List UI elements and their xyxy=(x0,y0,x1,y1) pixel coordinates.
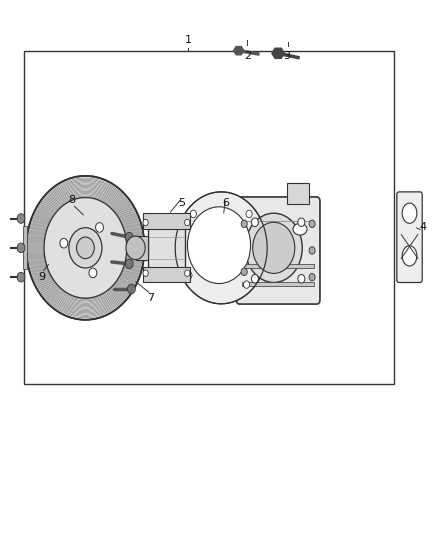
Ellipse shape xyxy=(402,203,417,223)
Circle shape xyxy=(309,247,315,254)
Bar xyxy=(242,264,314,268)
Bar xyxy=(23,226,27,269)
Circle shape xyxy=(175,192,267,304)
Circle shape xyxy=(125,232,133,242)
Circle shape xyxy=(127,284,135,294)
Circle shape xyxy=(95,223,103,232)
Text: 7: 7 xyxy=(148,294,155,303)
Circle shape xyxy=(26,176,145,320)
Circle shape xyxy=(143,220,148,225)
Bar xyxy=(143,266,190,282)
Circle shape xyxy=(125,259,133,269)
Polygon shape xyxy=(233,46,244,55)
Circle shape xyxy=(246,210,252,217)
Circle shape xyxy=(309,273,315,281)
Circle shape xyxy=(253,222,295,273)
Text: 9: 9 xyxy=(38,272,45,282)
Circle shape xyxy=(89,268,97,278)
Circle shape xyxy=(143,270,148,276)
Circle shape xyxy=(241,220,247,228)
Circle shape xyxy=(69,228,102,268)
Circle shape xyxy=(44,197,127,298)
Circle shape xyxy=(251,274,258,283)
Circle shape xyxy=(309,220,315,228)
Circle shape xyxy=(185,220,190,225)
Bar xyxy=(242,282,314,287)
Circle shape xyxy=(245,213,302,282)
Circle shape xyxy=(17,243,25,253)
Bar xyxy=(287,182,309,204)
Text: 5: 5 xyxy=(178,198,185,207)
Bar xyxy=(24,51,394,384)
Bar xyxy=(136,236,148,260)
Text: 1: 1 xyxy=(185,35,192,45)
Circle shape xyxy=(241,268,247,276)
Circle shape xyxy=(244,281,250,288)
Bar xyxy=(148,216,185,280)
Bar xyxy=(143,213,190,229)
Circle shape xyxy=(60,238,68,248)
Polygon shape xyxy=(272,48,284,59)
Ellipse shape xyxy=(293,223,307,235)
Circle shape xyxy=(17,272,25,282)
Circle shape xyxy=(298,274,305,283)
Text: 2: 2 xyxy=(244,51,251,61)
Text: 3: 3 xyxy=(283,51,290,61)
Circle shape xyxy=(185,270,190,276)
Circle shape xyxy=(190,210,196,217)
Circle shape xyxy=(186,272,192,279)
Circle shape xyxy=(187,207,251,284)
Text: 4: 4 xyxy=(419,222,426,231)
Text: 6: 6 xyxy=(222,198,229,207)
FancyBboxPatch shape xyxy=(397,192,422,282)
Circle shape xyxy=(251,218,258,227)
Circle shape xyxy=(298,218,305,227)
Circle shape xyxy=(17,214,25,223)
FancyBboxPatch shape xyxy=(237,197,320,304)
Text: 8: 8 xyxy=(69,195,76,205)
Ellipse shape xyxy=(402,246,417,266)
Circle shape xyxy=(126,236,145,260)
Circle shape xyxy=(77,237,94,259)
